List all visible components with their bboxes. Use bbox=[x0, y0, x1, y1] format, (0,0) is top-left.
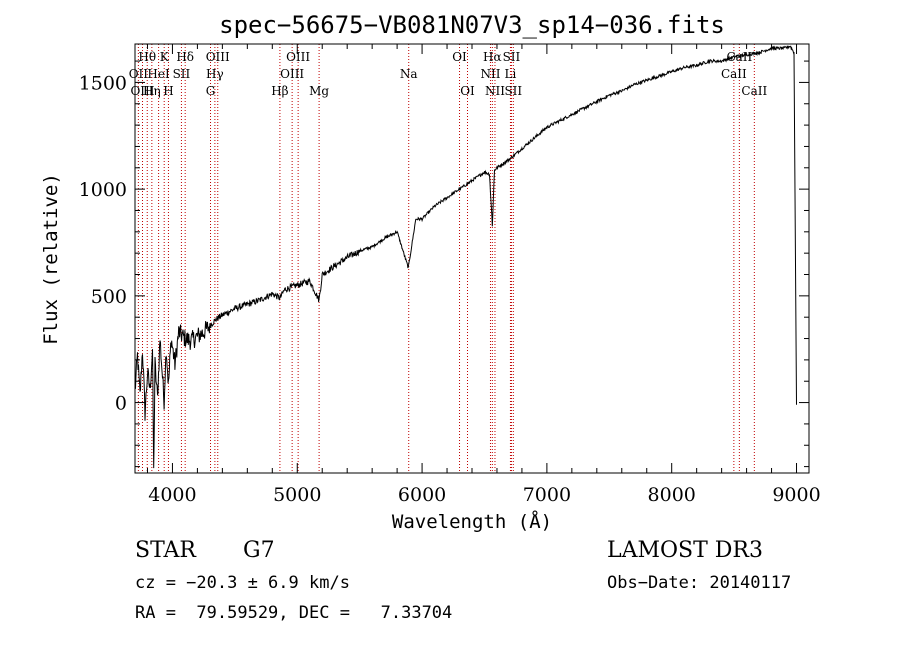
survey-name: LAMOST DR3 bbox=[607, 538, 763, 563]
redshift-velocity: cz = −20.3 ± 6.9 km/s bbox=[135, 573, 350, 593]
spectral-lines bbox=[137, 44, 755, 473]
spectral-line-label: Hα bbox=[483, 50, 502, 64]
x-tick-label: 4000 bbox=[148, 484, 196, 506]
x-tick-label: 7000 bbox=[523, 484, 571, 506]
spectral-line-label: Hδ bbox=[176, 50, 194, 64]
x-axis-label: Wavelength (Å) bbox=[392, 510, 552, 533]
spectral-line-label: Hβ bbox=[271, 84, 288, 98]
spectral-line-label: G bbox=[206, 84, 216, 98]
spectral-line-label: CaII bbox=[721, 67, 747, 81]
y-tick-label: 500 bbox=[91, 286, 127, 308]
spectral-line-label: SII bbox=[503, 50, 521, 64]
spectral-line-label: Hη bbox=[143, 84, 161, 98]
spectral-line-label: Hθ bbox=[138, 50, 156, 64]
observation-date: Obs−Date: 20140117 bbox=[607, 573, 792, 593]
spectral-line-label: K bbox=[160, 50, 170, 64]
y-tick-label: 0 bbox=[115, 393, 127, 415]
flux-line bbox=[134, 45, 797, 469]
chart-title: spec−56675−VB081N07V3_sp14−036.fits bbox=[219, 11, 725, 39]
spectral-line-label: OIII bbox=[280, 67, 304, 81]
spectral-line-label: Na bbox=[400, 67, 418, 81]
x-tick-label: 5000 bbox=[273, 484, 321, 506]
spectral-line-label: Hγ bbox=[206, 67, 224, 81]
spectral-line-label: OIII bbox=[206, 50, 230, 64]
plot-frame bbox=[134, 43, 810, 474]
spectral-line-label: CaII bbox=[741, 84, 767, 98]
spectral-line-label: SII bbox=[504, 84, 522, 98]
flux-series bbox=[134, 45, 797, 469]
spectral-line-label: OI bbox=[460, 84, 475, 98]
spectral-line-label: OIII bbox=[286, 50, 310, 64]
axis-ticks bbox=[135, 44, 809, 473]
spectral-line-label: H bbox=[163, 84, 173, 98]
spectral-line-label: HeI bbox=[147, 67, 170, 81]
x-tick-label: 9000 bbox=[772, 484, 820, 506]
y-axis-label: Flux (relative) bbox=[40, 173, 62, 345]
spectral-line-label: NII bbox=[480, 67, 500, 81]
spectral-line-label: Mg bbox=[309, 84, 329, 98]
spectral-line-label: OI bbox=[452, 50, 467, 64]
y-tick-label: 1000 bbox=[79, 179, 127, 201]
object-subclass: G7 bbox=[243, 538, 275, 563]
x-tick-label: 6000 bbox=[398, 484, 446, 506]
y-tick-label: 1500 bbox=[79, 72, 127, 94]
object-type: STAR bbox=[135, 538, 196, 563]
axis-tick-labels: 4000 5000 6000 7000 8000 9000 0 500 1000 1500 bbox=[79, 72, 821, 506]
spectral-line-label: SII bbox=[173, 67, 191, 81]
spectral-line-label: Li bbox=[505, 67, 517, 81]
spectral-line-label: OII bbox=[129, 67, 149, 81]
spectral-line-labels: Hθ OII OIII K HeI Hη H Hδ SII OIII Hγ G Hβ OIII OIII Mg… bbox=[129, 50, 768, 98]
spectral-line-label: NII bbox=[485, 84, 505, 98]
spectral-line-label: OIII bbox=[130, 84, 154, 98]
coordinates: RA = 79.59529, DEC = 7.33704 bbox=[135, 603, 453, 623]
x-tick-label: 8000 bbox=[648, 484, 696, 506]
